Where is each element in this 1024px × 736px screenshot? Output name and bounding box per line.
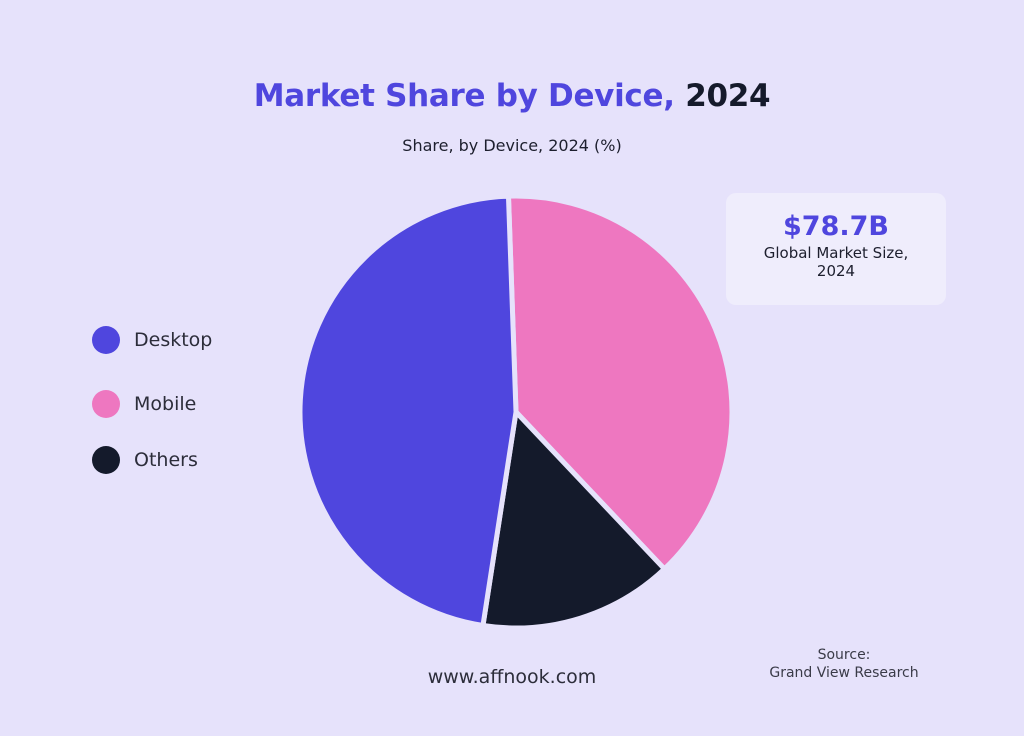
legend-label-mobile: Mobile (134, 393, 197, 415)
pie-slice-desktop (297, 193, 519, 628)
source-label: Source: (817, 647, 871, 663)
legend-item-others: Others (92, 446, 198, 474)
market-size-card: $78.7B Global Market Size, 2024 (726, 193, 946, 305)
market-size-label: Global Market Size, 2024 (763, 244, 909, 280)
legend-item-mobile: Mobile (92, 390, 196, 418)
pie-slices-group (297, 193, 735, 631)
source-note: Source: Grand View Research (744, 646, 944, 682)
source-name: Grand View Research (769, 665, 919, 681)
chart-title-main: Market Share by Device, (253, 78, 675, 114)
legend-item-desktop: Desktop (92, 326, 212, 354)
pie-slice-mobile (505, 193, 735, 572)
footer-url: www.affnook.com (427, 666, 597, 688)
chart-legend: Desktop Mobile Others (92, 322, 272, 482)
chart-title-year: 2024 (685, 78, 771, 114)
legend-swatch-others (92, 446, 120, 474)
chart-title: Market Share by Device, 2024 (0, 78, 1024, 114)
market-size-value: $78.7B (783, 211, 889, 242)
legend-label-others: Others (134, 449, 198, 471)
legend-label-desktop: Desktop (134, 329, 213, 351)
legend-swatch-desktop (92, 326, 120, 354)
chart-subtitle: Share, by Device, 2024 (%) (402, 136, 622, 155)
legend-swatch-mobile (92, 390, 120, 418)
pie-slice-others (480, 409, 667, 631)
